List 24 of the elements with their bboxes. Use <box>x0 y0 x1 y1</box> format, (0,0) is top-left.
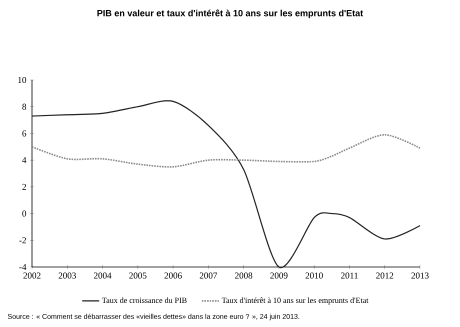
x-tick-label: 2004 <box>94 272 112 279</box>
x-tick-label: 2011 <box>341 272 358 279</box>
y-tick-label: -4 <box>19 264 26 270</box>
x-tick-label: 2009 <box>270 272 288 279</box>
x-tick-label: 2005 <box>129 272 146 279</box>
x-tick-label: 2006 <box>164 272 182 279</box>
x-tick-label: 2010 <box>306 272 323 279</box>
x-tick-label: 2007 <box>200 272 218 279</box>
y-tick-label: -2 <box>19 237 26 244</box>
x-tick-label: 2003 <box>58 272 76 279</box>
x-tick-label: 2013 <box>411 272 429 279</box>
x-tick-label: 2002 <box>23 272 40 279</box>
x-tick-label: 2012 <box>376 272 394 279</box>
y-tick-label: 2 <box>22 184 26 190</box>
line-series <box>31 134 421 168</box>
y-tick-label: 6 <box>22 130 26 136</box>
y-tick-label: 10 <box>18 76 26 84</box>
x-tick-label: 2008 <box>235 272 252 279</box>
legend-label: Taux de croissance du PIB <box>102 297 187 304</box>
chart-title: PIB en valeur et taux d'intérêt à 10 ans sur les emprunts d'Etat <box>97 10 364 18</box>
y-tick-label: 0 <box>22 210 26 217</box>
y-tick-label: 4 <box>22 157 26 164</box>
legend-label: Taux d'intérêt à 10 ans sur les emprunts d'Etat <box>222 297 368 305</box>
y-tick-label: 8 <box>22 104 26 110</box>
